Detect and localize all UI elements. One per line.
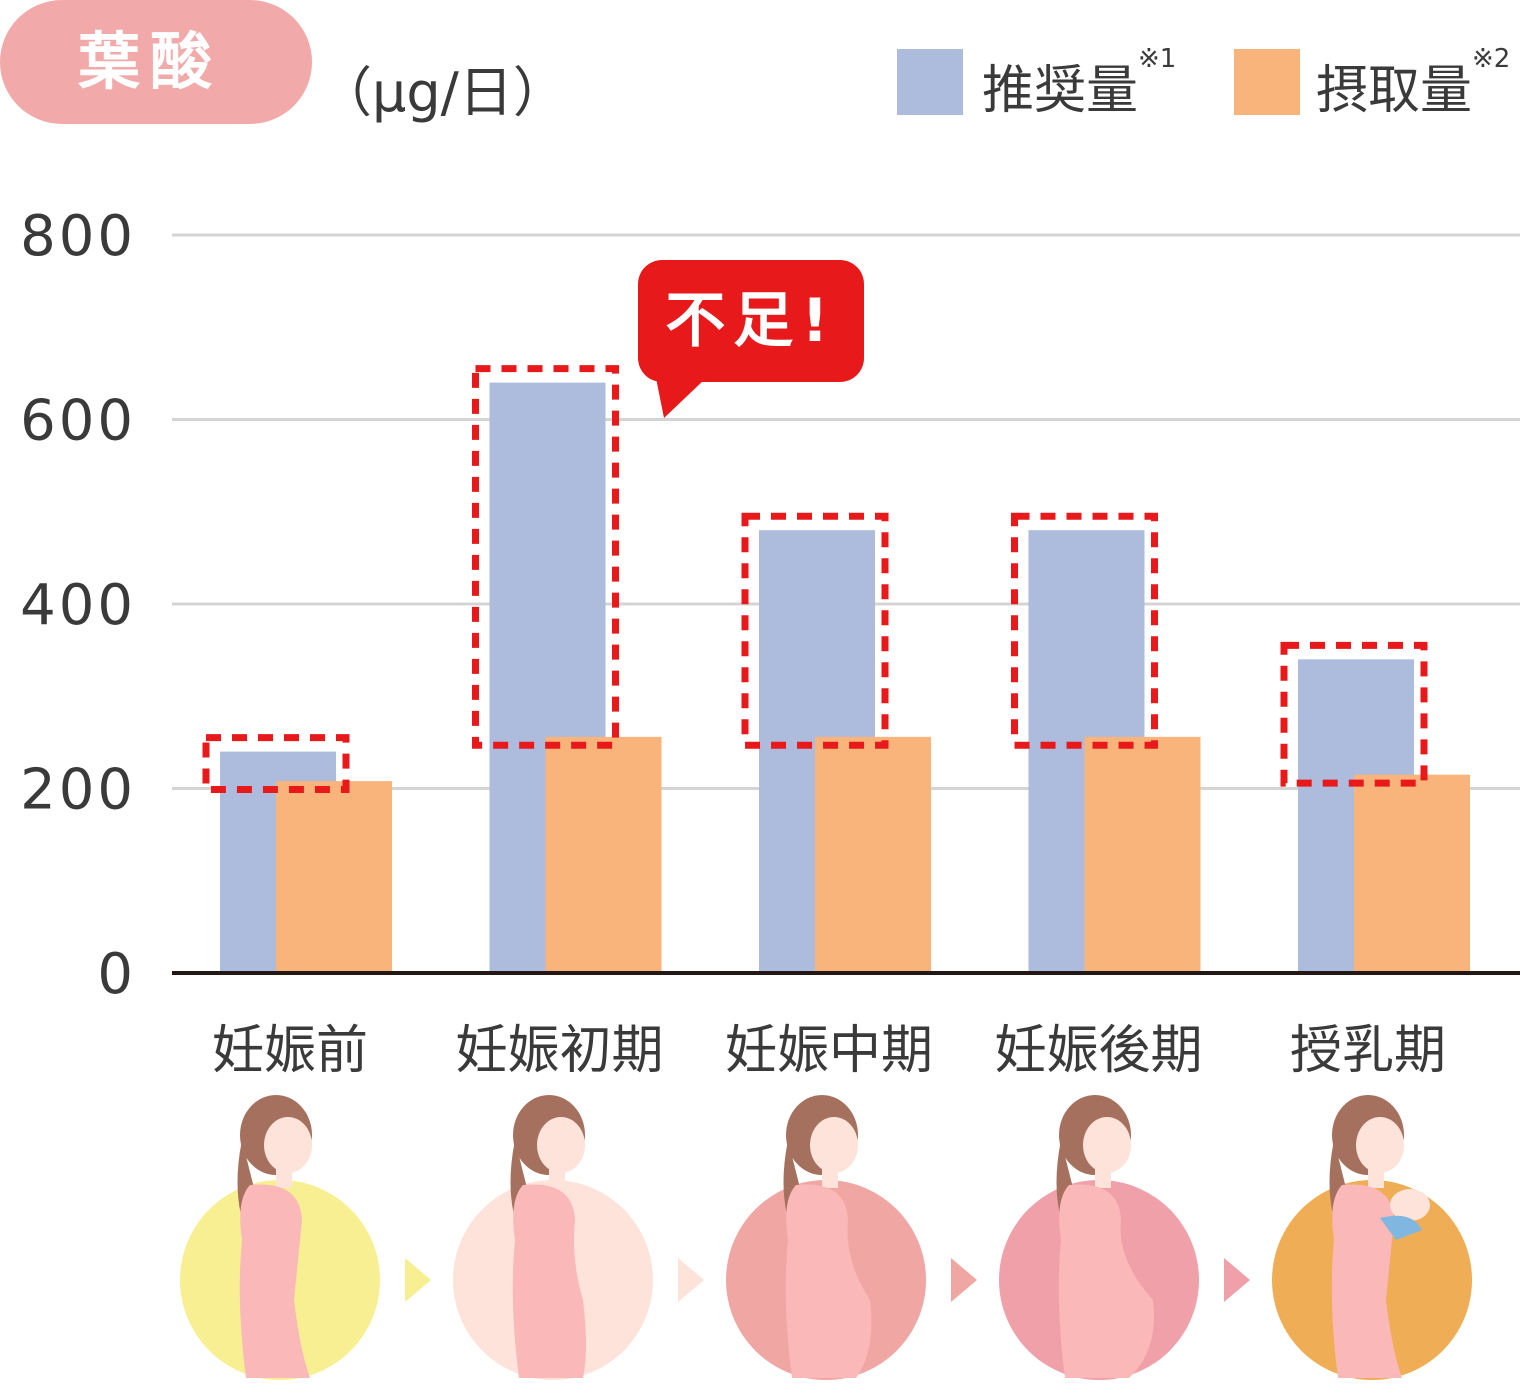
legend-label-intake: 摂取量※2 <box>1316 44 1510 123</box>
y-tick-label-200: 200 <box>20 758 136 823</box>
neck-icon <box>1368 1168 1384 1188</box>
bar-intake-4 <box>1354 774 1470 973</box>
face-icon <box>264 1117 312 1173</box>
x-tick-label-3: 妊娠後期 <box>994 1021 1202 1081</box>
x-tick-label-0: 妊娠前 <box>212 1021 368 1081</box>
unit-label: （μg/日） <box>318 61 567 124</box>
x-axis-labels: 妊娠前 妊娠初期 妊娠中期 妊娠後期 授乳期 <box>212 1021 1446 1081</box>
y-axis-ticks: 0 200 400 600 800 <box>20 204 136 1007</box>
legend-label-recommended: 推奨量※1 <box>982 44 1176 123</box>
shortage-callout-tail <box>656 378 706 418</box>
nutrient-badge <box>0 0 312 124</box>
shortfall-box-4 <box>1280 641 1428 787</box>
bar-intake-3 <box>1084 736 1201 973</box>
legend-swatch-recommended <box>897 49 963 115</box>
stage-2 <box>726 1095 926 1380</box>
x-tick-label-2: 妊娠中期 <box>725 1021 933 1081</box>
legend-text-intake: 摂取量 <box>1316 61 1473 121</box>
shortage-callout <box>638 260 864 382</box>
bar-intake-0 <box>276 781 392 973</box>
stage-arrow-icon-0 <box>405 1258 431 1302</box>
pregnant-woman-early-icon <box>510 1095 586 1378</box>
stage-arrow-icon-2 <box>951 1258 977 1302</box>
neck-icon <box>822 1168 838 1188</box>
face-icon <box>810 1117 858 1173</box>
dress-icon <box>512 1184 586 1378</box>
shortfall-highlights <box>202 365 1428 794</box>
pregnant-woman-late-icon <box>1056 1095 1154 1378</box>
stage-3 <box>999 1095 1199 1380</box>
bar-intake-2 <box>815 736 931 973</box>
y-tick-label-400: 400 <box>20 573 136 638</box>
bars <box>220 382 1470 974</box>
legend-swatch-intake <box>1234 49 1300 115</box>
x-tick-label-1: 妊娠初期 <box>455 1021 663 1081</box>
dress-icon <box>785 1184 872 1378</box>
pregnant-woman-mid-icon <box>783 1095 872 1378</box>
dress-icon <box>239 1184 310 1378</box>
woman-silhouette-icon <box>237 1095 312 1378</box>
y-tick-label-0: 0 <box>97 942 136 1007</box>
dress-icon <box>1331 1184 1402 1378</box>
face-icon <box>1356 1117 1404 1173</box>
dress-icon <box>1058 1184 1154 1378</box>
stage-4 <box>1272 1095 1472 1380</box>
stage-arrow-icon-1 <box>678 1258 704 1302</box>
neck-icon <box>549 1168 565 1188</box>
baby-blanket-icon <box>1380 1215 1422 1240</box>
y-tick-label-600: 600 <box>20 389 136 454</box>
stage-0 <box>180 1095 380 1380</box>
stage-1 <box>453 1095 653 1380</box>
face-icon <box>1083 1117 1131 1173</box>
face-icon <box>537 1117 585 1173</box>
legend-text-recommended: 推奨量 <box>982 61 1139 121</box>
neck-icon <box>1095 1168 1111 1188</box>
neck-icon <box>276 1168 292 1188</box>
nutrient-label: 葉酸 <box>77 25 222 98</box>
legend-note-recommended: ※1 <box>1138 44 1177 74</box>
stage-illustrations <box>180 1095 1472 1380</box>
bar-intake-1 <box>545 736 662 973</box>
shortfall-box-1 <box>472 365 619 749</box>
shortage-callout-text: 不足! <box>665 286 837 356</box>
woman-holding-baby-icon <box>1329 1095 1430 1378</box>
baby-head-icon <box>1390 1189 1430 1221</box>
legend-note-intake: ※2 <box>1472 44 1511 74</box>
shortfall-box-0 <box>202 734 350 794</box>
x-tick-label-4: 授乳期 <box>1290 1021 1446 1081</box>
y-tick-label-800: 800 <box>20 204 136 269</box>
stage-arrow-icon-3 <box>1224 1258 1250 1302</box>
